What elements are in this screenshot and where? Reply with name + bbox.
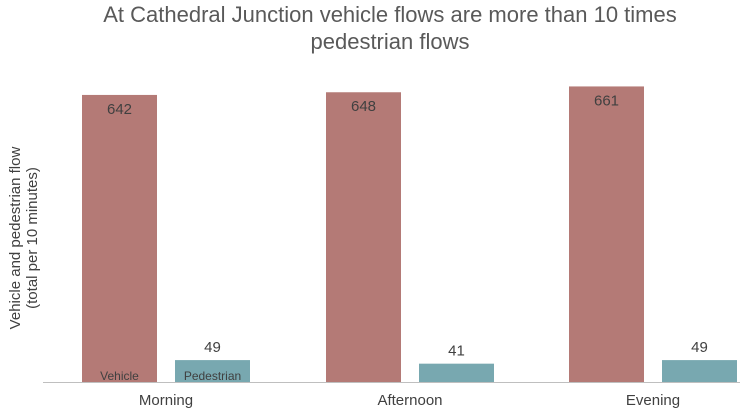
x-tick-label: Evening (626, 392, 680, 409)
bar (419, 363, 494, 382)
value-label: 41 (448, 343, 465, 360)
bar (82, 94, 157, 382)
legend-label: Vehicle (100, 369, 139, 383)
chart-title: At Cathedral Junction vehicle flows are … (103, 2, 677, 54)
legend-label: Pedestrian (184, 369, 241, 383)
bar (175, 360, 250, 382)
bar (326, 92, 401, 382)
value-label: 642 (107, 101, 132, 118)
y-axis-label: Vehicle and pedestrian flow (7, 147, 24, 330)
bar (662, 360, 737, 382)
x-tick-label: Afternoon (377, 392, 442, 409)
x-tick-label: Morning (139, 392, 193, 409)
value-label: 49 (204, 339, 221, 356)
bar (569, 86, 644, 382)
value-label: 49 (691, 339, 708, 356)
y-axis-label: (total per 10 minutes) (24, 167, 41, 309)
value-label: 661 (594, 92, 619, 109)
value-label: 648 (351, 98, 376, 115)
